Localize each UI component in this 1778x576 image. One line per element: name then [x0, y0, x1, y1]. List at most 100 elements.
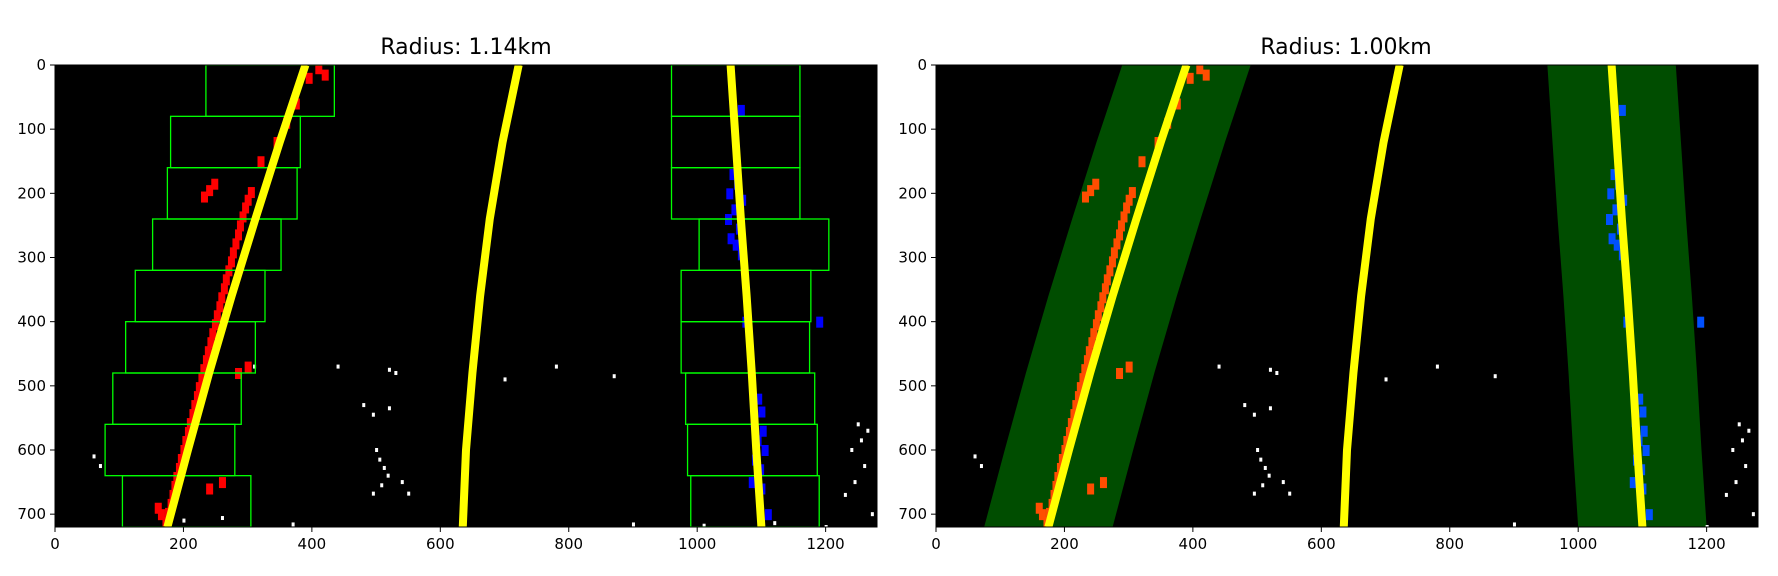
- left-lane-pixel: [209, 328, 217, 340]
- y-tick-label: 200: [898, 184, 927, 202]
- left-lane-pixel: [154, 502, 162, 514]
- left-panel: Radius: 1.14km 0 200 400 600 800 1000 1200 0 100…: [17, 35, 878, 553]
- left-lane-pixel: [186, 418, 194, 430]
- left-lane-pixel: [182, 436, 190, 448]
- left-lane-pixel: [1186, 72, 1194, 84]
- right-lane-pixel: [727, 233, 735, 245]
- noise-pixel: [979, 464, 983, 469]
- left-lane-pixel: [200, 364, 208, 376]
- left-lane-pixel: [1116, 229, 1124, 241]
- noise-pixel: [1261, 483, 1265, 488]
- right-lane-pixel: [1640, 425, 1648, 437]
- left-lane-pixel: [204, 346, 212, 358]
- noise-pixel: [859, 438, 863, 443]
- noise-pixel: [92, 454, 96, 459]
- noise-pixel: [1275, 371, 1279, 375]
- right-lane-pixel: [758, 406, 766, 418]
- left-lane-pixel: [1101, 283, 1109, 295]
- plot-area: [973, 65, 1755, 527]
- left-lane-pixel: [1085, 346, 1093, 358]
- noise-pixel: [1252, 491, 1256, 496]
- left-lane-pixel: [235, 229, 243, 241]
- x-tick-label: 400: [1179, 535, 1208, 553]
- left-lane-pixel: [232, 238, 240, 250]
- y-tick-label: 500: [898, 377, 927, 395]
- left-lane-pixel: [1103, 274, 1111, 286]
- left-lane-pixel: [1117, 220, 1125, 232]
- right-lane-pixel: [1610, 169, 1618, 181]
- fit-line: [1044, 65, 1191, 527]
- right-lane-pixel: [1608, 233, 1616, 245]
- right-lane-pixel: [764, 509, 772, 521]
- left-lane-pixel: [218, 477, 226, 489]
- left-lane-pixel: [200, 191, 208, 203]
- noise-pixel: [400, 480, 404, 485]
- right-lane-pixel: [1636, 393, 1644, 405]
- right-lane-pixel: [729, 169, 737, 181]
- left-lane-pixel: [193, 391, 201, 403]
- left-lane-pixel: [1038, 509, 1046, 521]
- noise-pixel: [98, 464, 102, 469]
- y-tick-label: 300: [17, 249, 46, 267]
- right-lane-pixel: [1697, 316, 1705, 328]
- left-lane-pixel: [1070, 409, 1078, 421]
- left-lane-pixel: [1099, 477, 1107, 489]
- right-lane-pixel: [737, 104, 745, 116]
- noise-pixel: [1259, 457, 1263, 462]
- left-lane-pixel: [229, 247, 237, 259]
- right-lane-pixel: [1613, 239, 1621, 251]
- noise-pixel: [863, 464, 867, 469]
- left-lane-pixel: [1072, 400, 1080, 412]
- noise-pixel: [1243, 403, 1247, 408]
- noise-pixel: [973, 454, 977, 459]
- left-lane-pixel: [257, 156, 265, 168]
- left-lane-pixel: [1196, 65, 1204, 75]
- x-tick-label: 400: [298, 535, 327, 553]
- x-tick-label: 600: [1307, 535, 1336, 553]
- fit-line: [1607, 65, 1647, 527]
- left-lane-pixel: [244, 361, 252, 373]
- noise-pixel: [1705, 525, 1709, 527]
- noise-pixel: [1740, 438, 1744, 443]
- left-lane-pixel: [1108, 256, 1116, 268]
- fit-line: [163, 65, 310, 527]
- noise-pixel: [870, 512, 874, 517]
- noise-pixel: [631, 522, 635, 527]
- noise-pixel: [503, 377, 507, 382]
- fit-line: [458, 65, 523, 527]
- noise-pixel: [1217, 364, 1221, 369]
- noise-pixel: [336, 364, 340, 369]
- right-lane-pixel: [1645, 509, 1653, 521]
- noise-pixel: [1493, 374, 1497, 379]
- noise-pixel: [850, 448, 854, 452]
- noise-pixel: [1268, 367, 1272, 372]
- noise-pixel: [371, 412, 375, 417]
- right-lane-pixel: [726, 188, 734, 200]
- noise-pixel: [220, 516, 224, 521]
- x-tick-label: 1000: [1559, 535, 1597, 553]
- left-lane-pixel: [244, 194, 252, 206]
- noise-pixel: [1512, 522, 1516, 527]
- noise-pixel: [1744, 464, 1748, 469]
- left-lane-pixel: [1202, 69, 1210, 81]
- left-lane-pixel: [198, 373, 206, 385]
- left-lane-pixel: [220, 283, 228, 295]
- right-lane-pixel: [816, 316, 824, 328]
- y-tick-label: 700: [17, 505, 46, 523]
- noise-pixel: [702, 523, 706, 527]
- x-tick-label: 800: [554, 535, 583, 553]
- left-lane-pixel: [1035, 502, 1043, 514]
- x-tick-label: 1000: [678, 535, 716, 553]
- left-lane-pixel: [213, 310, 221, 322]
- right-lane-pixel: [748, 477, 756, 489]
- right-lane-pixel: [761, 445, 769, 456]
- noise-pixel: [382, 465, 386, 470]
- noise-pixel: [371, 491, 375, 496]
- left-lane-pixel: [239, 211, 247, 223]
- noise-pixel: [866, 428, 870, 433]
- noise-pixel: [773, 521, 777, 526]
- y-tick-label: 500: [17, 377, 46, 395]
- left-lane-pixel: [1081, 191, 1089, 203]
- left-lane-pixel: [1079, 373, 1087, 385]
- noise-pixel: [378, 457, 382, 462]
